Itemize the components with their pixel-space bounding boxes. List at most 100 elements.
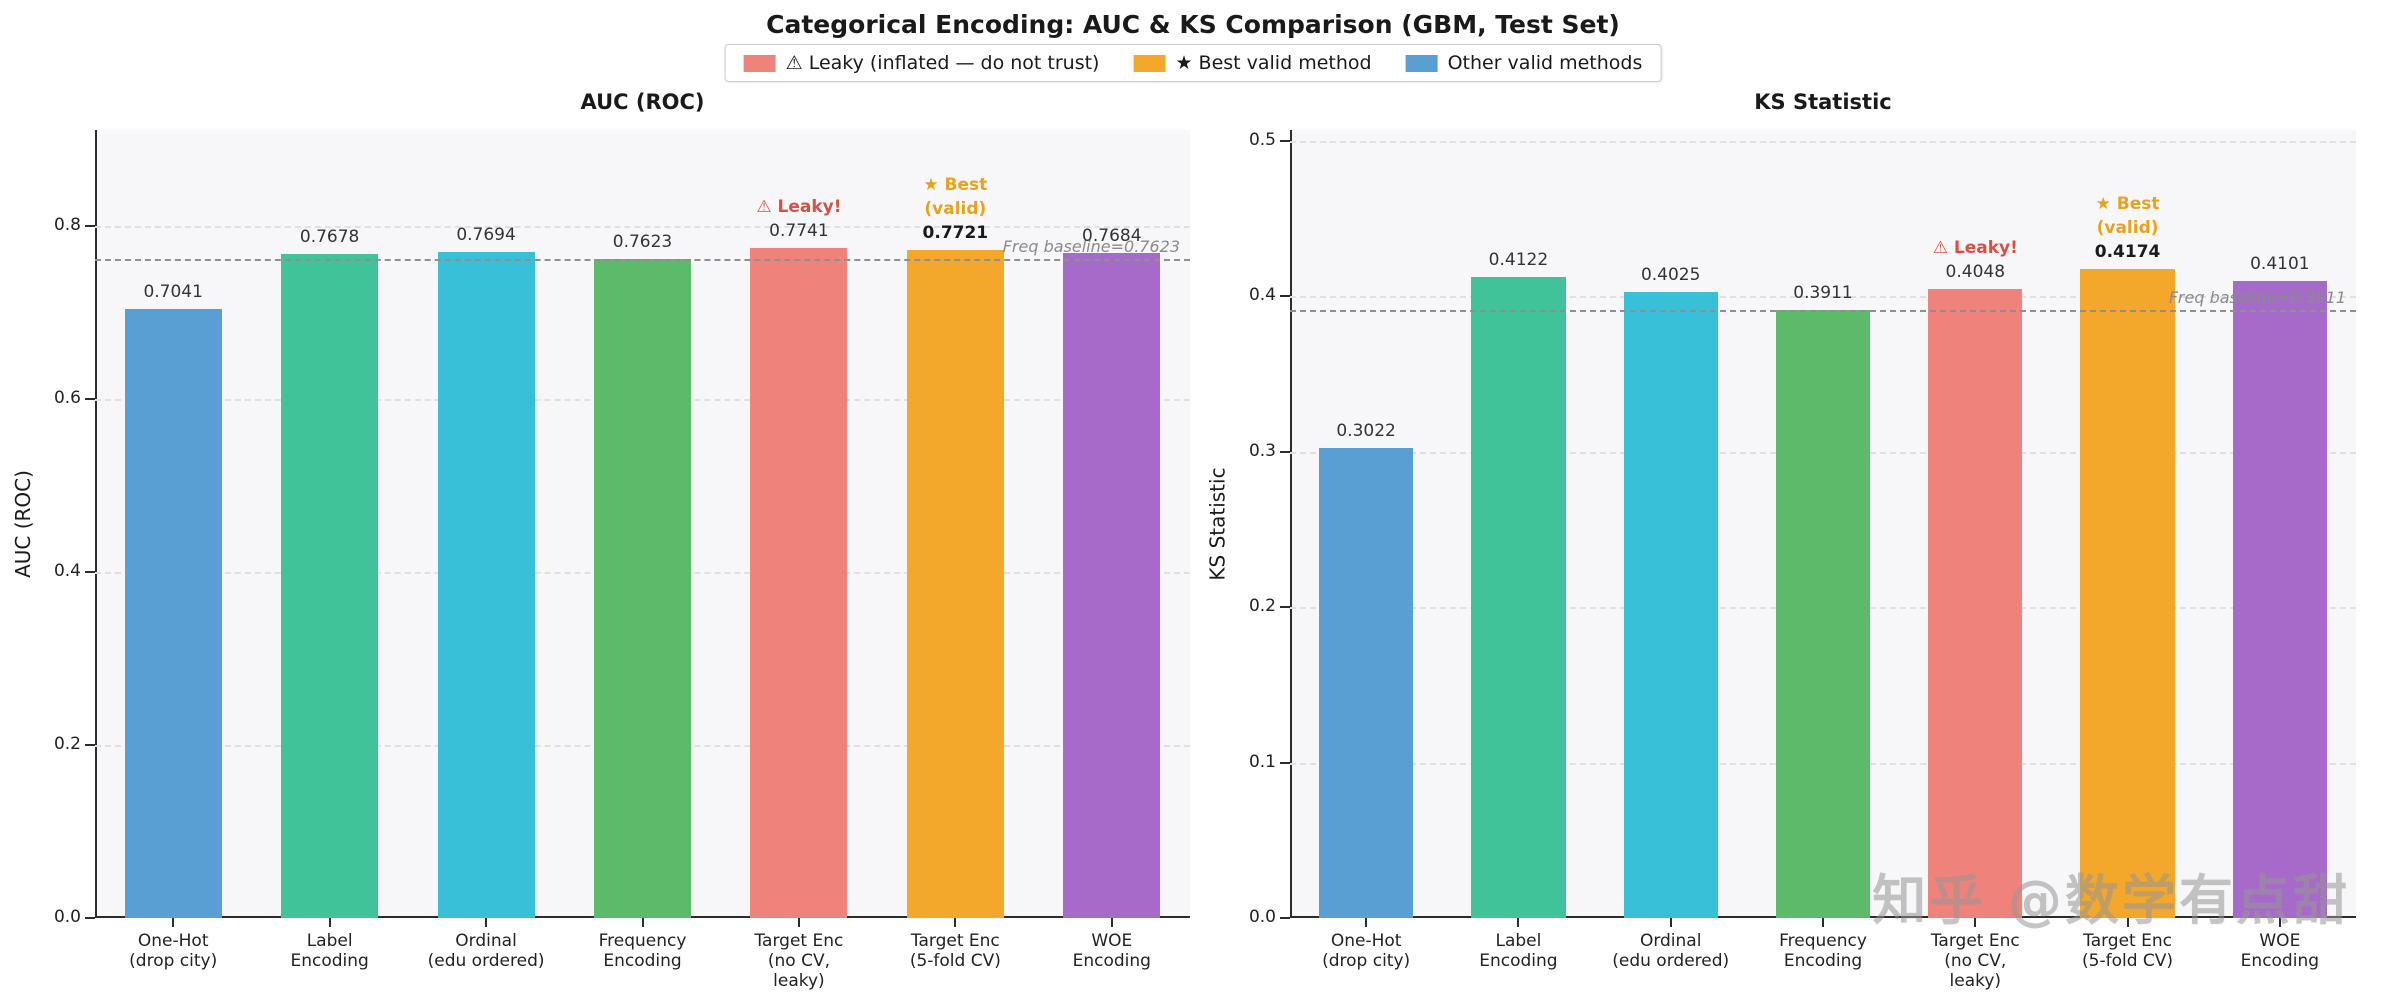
legend-label: Other valid methods	[1447, 52, 1643, 74]
bar	[906, 250, 1004, 918]
bar	[594, 258, 691, 918]
y-tick-mark	[1280, 761, 1290, 764]
bar-value-label: 0.3022	[1336, 421, 1396, 442]
y-tick-label: 0.0	[1248, 907, 1276, 927]
bar-annotation: ★ Best (valid)	[2095, 194, 2160, 239]
x-tick-label: Target Enc (5-fold CV)	[2082, 931, 2174, 971]
bar-value-label: 0.7721	[922, 223, 989, 244]
x-tick-label: One-Hot (drop city)	[1322, 931, 1411, 971]
gridline	[1290, 140, 2356, 143]
y-tick-mark	[1280, 917, 1290, 919]
bar	[750, 248, 848, 918]
legend-item-0: ⚠ Leaky (inflated — do not trust)	[743, 52, 1100, 74]
baseline-line	[1290, 310, 2356, 313]
bar	[437, 252, 535, 918]
legend-label: ★ Best valid method	[1175, 52, 1372, 74]
bar	[1928, 288, 2023, 918]
bar-value-label: 0.4048	[1945, 261, 2006, 282]
y-tick-mark	[1280, 139, 1290, 142]
x-tick-mark	[1822, 918, 1824, 927]
x-tick-label: WOE Encoding	[1072, 931, 1151, 971]
legend: ⚠ Leaky (inflated — do not trust) ★ Best …	[724, 44, 1662, 82]
bar-value-label: 0.3911	[1793, 283, 1853, 304]
subplot-title: KS Statistic	[1754, 90, 1892, 114]
y-tick-mark	[85, 398, 95, 400]
x-tick-mark	[2278, 918, 2281, 927]
y-tick-label: 0.0	[53, 907, 81, 927]
bar-annotation: ⚠ Leaky!	[1932, 237, 2018, 258]
x-tick-mark	[1365, 918, 1368, 927]
x-tick-mark	[797, 918, 800, 927]
y-tick-label: 0.2	[53, 734, 81, 754]
legend-item-1: ★ Best valid method	[1133, 52, 1372, 74]
y-axis-label: KS Statistic	[1206, 467, 1230, 581]
bar-value-label: 0.4122	[1488, 250, 1549, 271]
bar	[1623, 292, 1718, 918]
y-tick-label: 0.5	[1248, 129, 1276, 150]
x-tick-mark	[328, 918, 331, 927]
bar-value-label: 0.4174	[2094, 242, 2161, 263]
y-tick-mark	[1280, 295, 1290, 298]
legend-swatch	[1133, 54, 1166, 72]
gridline	[95, 226, 1190, 228]
bar	[2232, 280, 2328, 918]
bar-value-label: 0.7041	[143, 281, 203, 302]
y-tick-mark	[1280, 450, 1290, 453]
bar-value-label: 0.7694	[456, 225, 516, 246]
bar	[281, 253, 379, 918]
y-axis-label-wrap: KS Statistic	[1200, 130, 1236, 918]
legend-swatch	[743, 54, 776, 72]
x-tick-label: Target Enc (5-fold CV)	[909, 931, 1001, 971]
x-tick-label: One-Hot (drop city)	[129, 931, 218, 971]
legend-item-2: Other valid methods	[1405, 52, 1643, 74]
x-tick-label: Label Encoding	[290, 931, 369, 971]
bar-annotation: ★ Best (valid)	[923, 175, 988, 220]
x-tick-label: Label Encoding	[1479, 931, 1558, 971]
x-tick-label: Ordinal (edu ordered)	[427, 931, 545, 971]
x-tick-label: WOE Encoding	[2240, 931, 2320, 971]
legend-swatch	[1405, 54, 1438, 72]
x-tick-label: Ordinal (edu ordered)	[1612, 931, 1730, 971]
bar-value-label: 0.7741	[769, 221, 829, 242]
legend-label: ⚠ Leaky (inflated — do not trust)	[785, 52, 1100, 74]
x-tick-mark	[172, 918, 175, 927]
figure-title: Categorical Encoding: AUC & KS Compariso…	[766, 10, 1620, 39]
bar-value-label: 0.7684	[1082, 226, 1142, 247]
y-tick-label: 0.3	[1248, 440, 1276, 461]
x-tick-mark	[1974, 918, 1977, 927]
x-tick-label: Frequency Encoding	[598, 931, 687, 971]
y-tick-label: 0.8	[53, 215, 81, 235]
bar-value-label: 0.7678	[299, 226, 360, 247]
bar	[1063, 253, 1161, 918]
baseline-label: Freq baseline=0.3911	[2168, 288, 2346, 308]
baseline-label: Freq baseline=0.7623	[1002, 236, 1180, 256]
x-tick-mark	[1669, 918, 1672, 927]
y-tick-label: 0.1	[1248, 751, 1276, 772]
y-tick-label: 0.2	[1248, 596, 1276, 617]
y-axis-label-wrap: AUC (ROC)	[5, 130, 41, 918]
x-tick-mark	[1517, 918, 1520, 927]
bar	[1775, 310, 1871, 918]
x-tick-mark	[1110, 918, 1113, 927]
y-tick-mark	[1280, 606, 1290, 609]
x-tick-mark	[2126, 918, 2129, 927]
bar	[124, 308, 222, 918]
bar	[1471, 277, 1566, 918]
subplot-title: AUC (ROC)	[580, 90, 705, 114]
bar-value-label: 0.7623	[612, 231, 673, 252]
x-tick-mark	[485, 918, 488, 927]
x-tick-label: Target Enc (no CV, leaky)	[1930, 931, 2020, 991]
y-tick-label: 0.6	[53, 388, 81, 408]
bar-annotation: ⚠ Leaky!	[756, 197, 842, 218]
gridline	[1290, 296, 2356, 299]
bar	[2080, 269, 2175, 918]
x-tick-mark	[954, 918, 957, 927]
y-tick-label: 0.4	[1248, 285, 1276, 306]
bar	[1318, 448, 1414, 918]
x-tick-label: Frequency Encoding	[1779, 931, 1867, 971]
y-tick-mark	[85, 225, 95, 227]
watermark: 知乎 @数学有点甜	[1872, 869, 2350, 932]
y-tick-label: 0.4	[53, 561, 81, 581]
bar-value-label: 0.4101	[2250, 253, 2310, 274]
x-tick-label: Target Enc (no CV, leaky)	[754, 931, 844, 991]
